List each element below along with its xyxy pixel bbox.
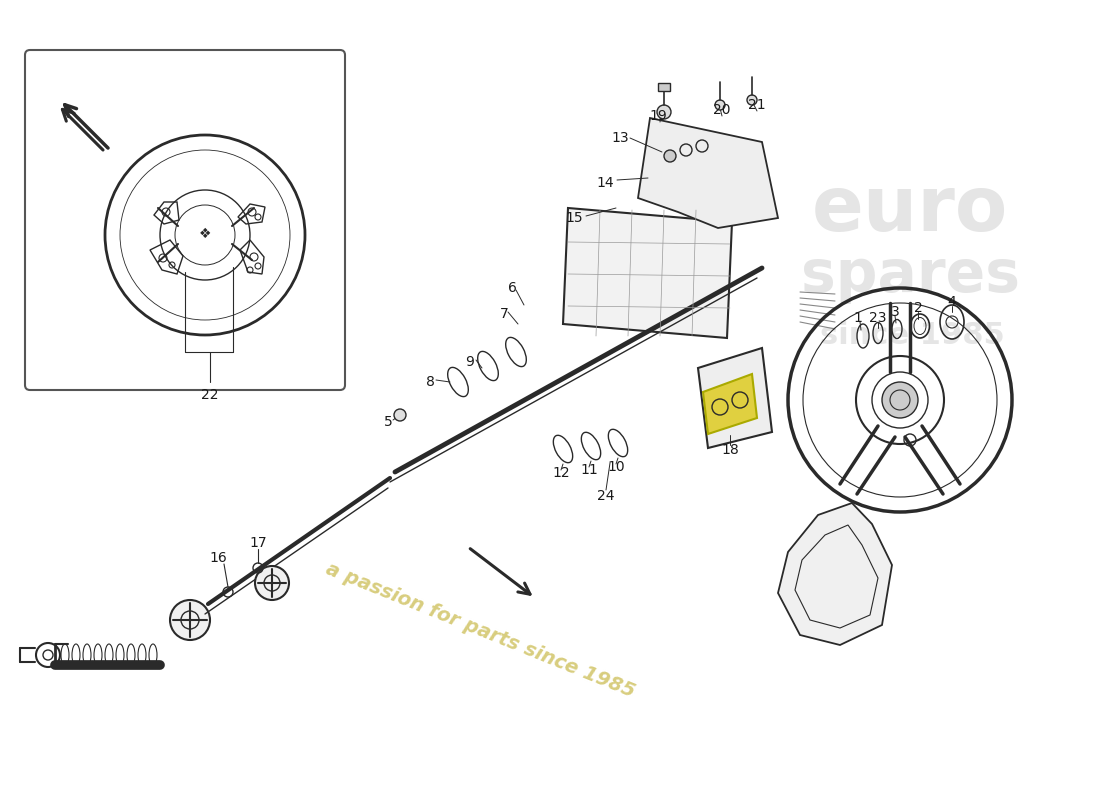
Circle shape xyxy=(170,600,210,640)
Text: 5: 5 xyxy=(384,415,393,429)
Text: 4: 4 xyxy=(947,295,956,309)
Text: a passion for parts since 1985: a passion for parts since 1985 xyxy=(322,559,637,701)
Text: ❖: ❖ xyxy=(199,227,211,241)
Text: 8: 8 xyxy=(426,375,434,389)
Text: 23: 23 xyxy=(869,311,887,325)
Text: since 1985: since 1985 xyxy=(820,321,1004,350)
FancyBboxPatch shape xyxy=(25,50,345,390)
Polygon shape xyxy=(703,374,757,434)
Text: 22: 22 xyxy=(201,388,219,402)
Text: 16: 16 xyxy=(209,551,227,565)
Text: 6: 6 xyxy=(507,281,516,295)
Polygon shape xyxy=(778,503,892,645)
Circle shape xyxy=(747,95,757,105)
Circle shape xyxy=(882,382,918,418)
Circle shape xyxy=(715,100,725,110)
Text: 20: 20 xyxy=(713,103,730,117)
Text: euro: euro xyxy=(812,173,1009,247)
Text: 1: 1 xyxy=(854,311,862,325)
Text: 2: 2 xyxy=(914,301,923,315)
Text: 24: 24 xyxy=(597,489,615,503)
Polygon shape xyxy=(563,208,732,338)
Circle shape xyxy=(255,566,289,600)
Text: 21: 21 xyxy=(748,98,766,112)
Text: 18: 18 xyxy=(722,443,739,457)
Bar xyxy=(658,83,670,91)
Text: 10: 10 xyxy=(607,460,625,474)
Circle shape xyxy=(664,150,676,162)
Text: spares: spares xyxy=(801,246,1020,303)
Text: 15: 15 xyxy=(565,211,583,225)
Text: 11: 11 xyxy=(580,463,598,477)
Text: 13: 13 xyxy=(612,131,629,145)
Text: 3: 3 xyxy=(891,305,900,319)
Text: 17: 17 xyxy=(250,536,267,550)
Polygon shape xyxy=(698,348,772,448)
Circle shape xyxy=(657,105,671,119)
Text: 7: 7 xyxy=(499,307,508,321)
Text: 9: 9 xyxy=(465,355,474,369)
Text: 19: 19 xyxy=(649,109,667,123)
Text: 12: 12 xyxy=(552,466,570,480)
Text: 14: 14 xyxy=(596,176,614,190)
Polygon shape xyxy=(638,118,778,228)
Circle shape xyxy=(394,409,406,421)
